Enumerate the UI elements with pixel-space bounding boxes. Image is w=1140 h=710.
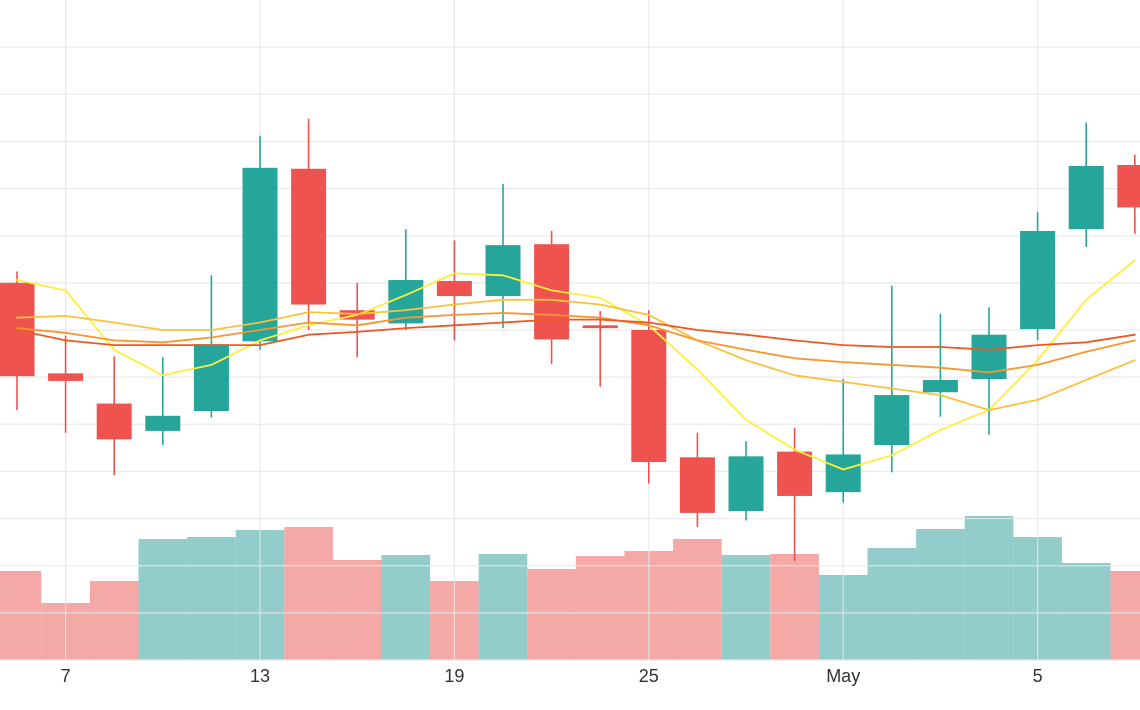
candle-body <box>242 167 278 342</box>
candle-body <box>145 415 181 431</box>
x-tick-label: 5 <box>1033 666 1043 686</box>
candle-body <box>436 280 472 297</box>
volume-bar <box>284 527 333 660</box>
volume-bar <box>867 548 917 660</box>
volume-bar <box>89 581 139 660</box>
x-tick-label: 19 <box>444 666 464 686</box>
moving-average-line <box>16 259 1136 471</box>
candle-body <box>485 245 521 297</box>
moving-average-line <box>16 298 1136 411</box>
candle-body <box>96 403 132 440</box>
moving-average-line <box>16 312 1136 374</box>
candle-body <box>679 457 715 513</box>
volume-bar <box>332 560 382 660</box>
x-tick-label: 13 <box>250 666 270 686</box>
volume-bar <box>478 554 528 660</box>
x-tick-label: 7 <box>61 666 71 686</box>
volume-bar <box>138 539 188 660</box>
candle-body <box>728 456 764 512</box>
candle-body <box>1020 231 1056 330</box>
candle-body <box>777 451 813 496</box>
x-tick-label: 25 <box>639 666 659 686</box>
candle-body <box>1068 165 1104 230</box>
volume-bar <box>527 569 576 660</box>
x-tick-label: May <box>826 666 860 686</box>
volume-bar <box>916 529 965 660</box>
volume-bar <box>964 516 1014 660</box>
candle-body <box>193 344 229 412</box>
volume-bar <box>1061 563 1111 660</box>
candle-body <box>874 395 910 446</box>
candle-body <box>631 330 667 462</box>
volume-bar <box>381 555 431 660</box>
volume-bar <box>575 556 625 660</box>
volume-bar <box>721 555 771 660</box>
volume-bar <box>770 554 819 660</box>
candle-body <box>291 168 327 305</box>
moving-average-line <box>16 318 1136 351</box>
candle-body <box>48 373 84 381</box>
candle-body <box>825 454 861 493</box>
volume-bar <box>187 537 236 660</box>
volume-bar <box>0 571 42 660</box>
candle-body <box>582 325 618 329</box>
candle-body <box>1117 165 1140 208</box>
volume-bar <box>1110 571 1140 660</box>
volume-bar <box>673 539 722 660</box>
candle-body <box>922 379 958 393</box>
